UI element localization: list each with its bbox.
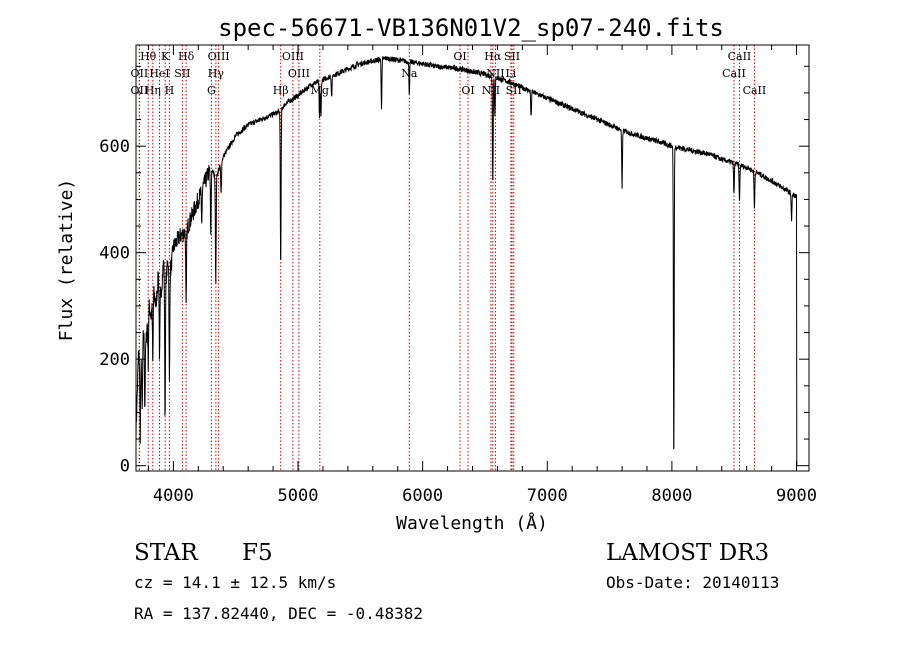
marker-label-10: HeI [149,67,169,80]
marker-label-20: H [165,84,175,97]
marker-label-23: Mg [311,84,329,97]
marker-label-7: SII [504,50,520,63]
chart-title: spec-56671-VB136N01V2_sp07-240.fits [218,14,724,42]
y-tick-label-2: 400 [99,244,130,264]
line-markers [138,45,755,471]
y-tick-label-0: 0 [120,457,130,477]
object-subclass: F5 [242,540,273,566]
marker-label-2: Hδ [178,50,195,63]
marker-label-8: CaII [728,50,752,63]
survey-name: LAMOST DR3 [606,540,770,566]
coordinates-text: RA = 137.82440, DEC = -0.48382 [134,604,423,623]
y-tick-label-3: 600 [99,137,130,157]
spectrum-line [135,56,799,467]
marker-label-13: OIII [288,67,310,80]
marker-label-27: CaII [743,84,767,97]
marker-label-26: SII [506,84,522,97]
marker-label-25: NII [482,84,500,97]
y-axis: 0 200 400 600 [99,65,809,477]
marker-label-24: OI [461,84,474,97]
x-tick-label-2: 6000 [402,486,443,506]
redshift-text: cz = 14.1 ± 12.5 km/s [134,573,337,592]
plot-frame [135,44,810,472]
marker-label-21: G [207,84,216,97]
marker-label-6: Hα [484,50,502,63]
marker-label-19: Hη [145,84,161,97]
obs-date-text: Obs-Date: 20140113 [606,573,780,592]
x-tick-label-5: 9000 [776,486,817,506]
x-tick-label-1: 5000 [278,486,319,506]
y-axis-label: Flux (relative) [56,179,77,342]
x-tick-label-4: 8000 [651,486,692,506]
marker-label-1: K [161,50,170,63]
x-axis: 4000 5000 6000 7000 8000 9000 [147,45,817,506]
marker-label-4: OIII [282,50,304,63]
marker-label-12: Hγ [208,67,225,80]
marker-label-0: Hθ [140,50,157,63]
marker-label-11: SII [174,67,190,80]
marker-label-16: Li [505,67,516,80]
marker-label-22: Hβ [273,84,289,97]
object-class: STAR [134,540,198,566]
y-tick-label-1: 200 [99,350,130,370]
marker-label-5: OI [453,50,466,63]
marker-label-3: OIII [208,50,230,63]
marker-label-17: CaII [722,67,746,80]
x-tick-label-3: 7000 [527,486,568,506]
x-tick-label-0: 4000 [153,486,194,506]
x-axis-label: Wavelength (Å) [396,512,548,534]
marker-label-9: OII [131,67,149,80]
marker-label-18: OII [131,84,149,97]
